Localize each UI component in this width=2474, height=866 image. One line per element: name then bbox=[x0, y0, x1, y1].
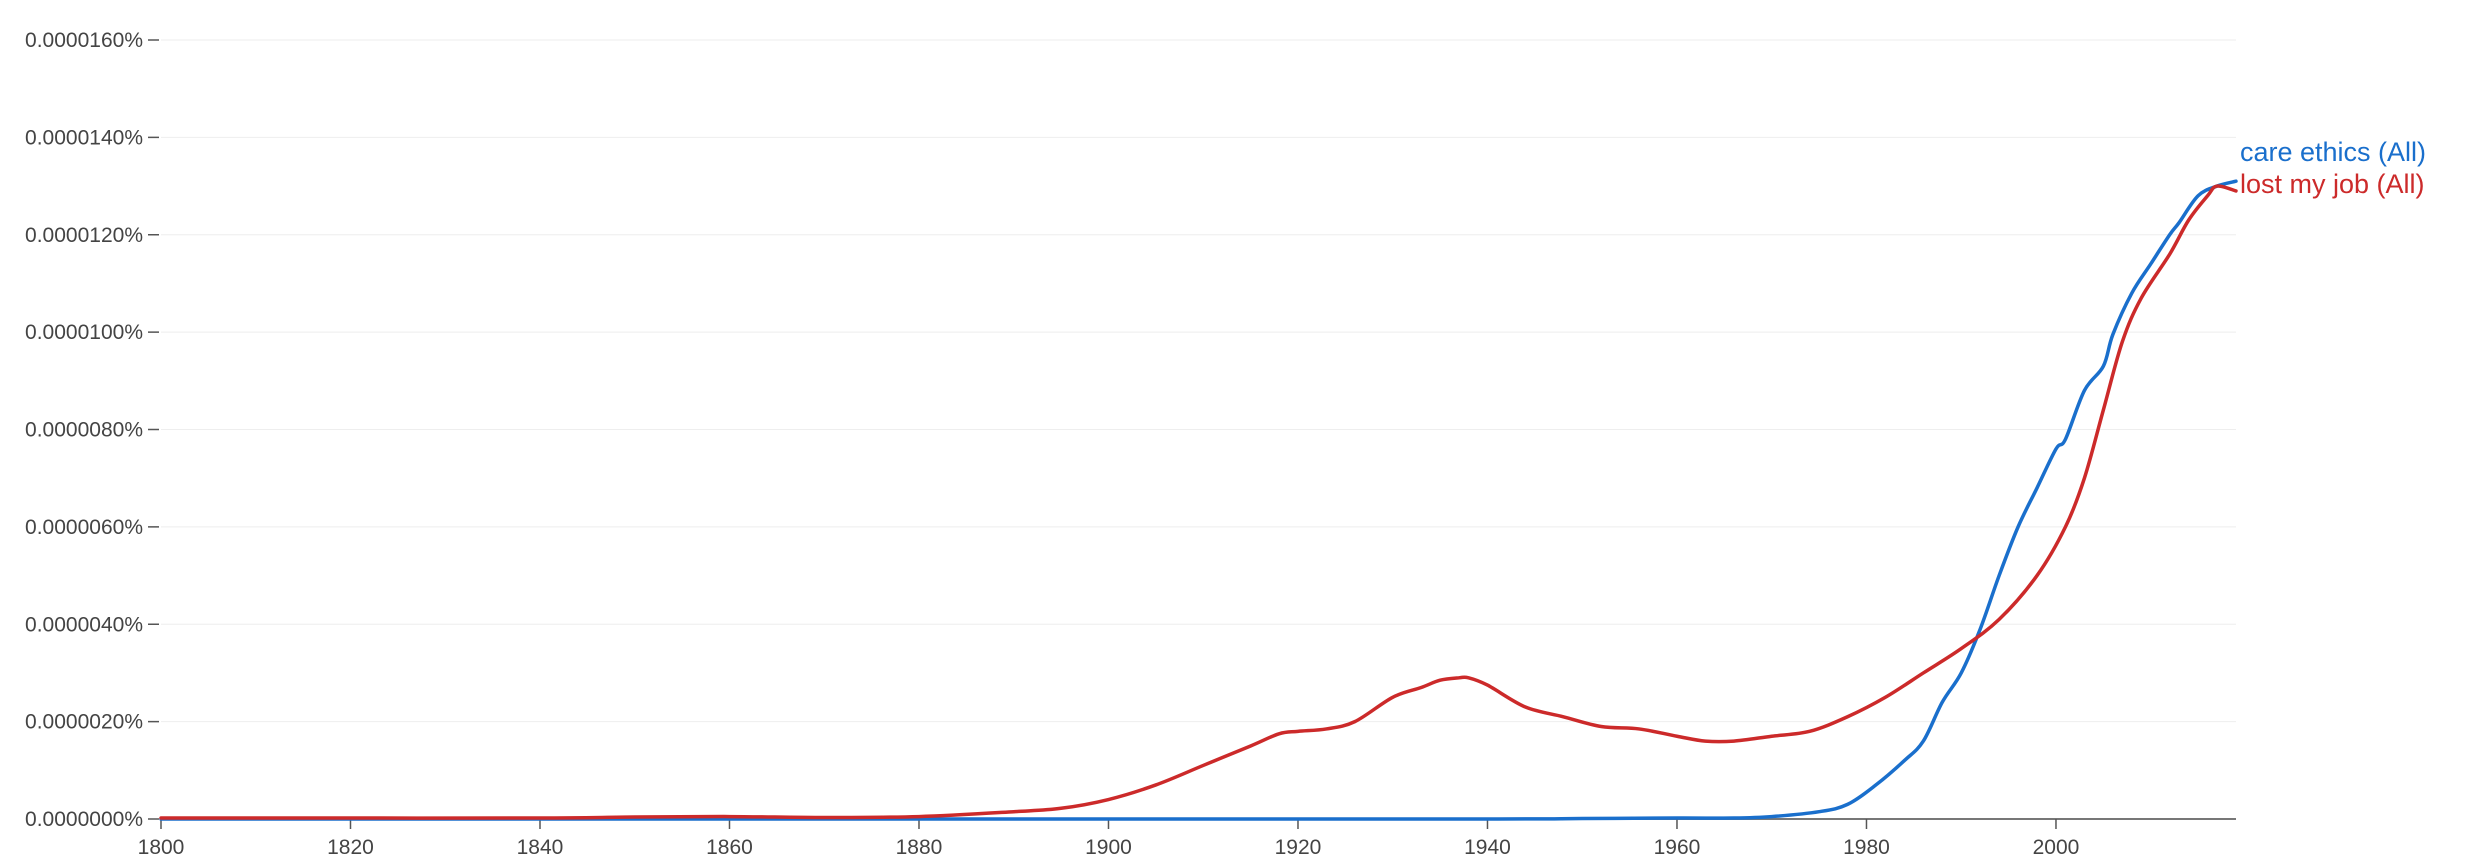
y-tick-label: 0.0000000% bbox=[25, 808, 143, 831]
axes: 0.0000000% 0.0000020% 0.0000040% 0.0000060%… bbox=[25, 29, 2236, 859]
y-tick-label: 0.0000140% bbox=[25, 126, 143, 149]
x-tick-label: 1800 bbox=[138, 836, 185, 859]
series-lines bbox=[159, 179, 2238, 821]
y-tick-label: 0.0000160% bbox=[25, 29, 143, 52]
x-tick-label: 1980 bbox=[1843, 836, 1890, 859]
x-tick-label: 1860 bbox=[706, 836, 753, 859]
x-tick-label: 1920 bbox=[1275, 836, 1322, 859]
y-tick-label: 0.0000080% bbox=[25, 419, 143, 442]
series-label-care-ethics[interactable]: care ethics (All) bbox=[2240, 137, 2426, 167]
x-tick-label: 1940 bbox=[1464, 836, 1511, 859]
series-label-lost-my-job[interactable]: lost my job (All) bbox=[2240, 169, 2425, 199]
x-tick-label: 1880 bbox=[896, 836, 943, 859]
x-tick-label: 1820 bbox=[327, 836, 374, 859]
y-tick-label: 0.0000120% bbox=[25, 224, 143, 247]
x-tick-label: 1900 bbox=[1085, 836, 1132, 859]
x-tick-label: 2000 bbox=[2033, 836, 2080, 859]
x-tick-label: 1960 bbox=[1654, 836, 1701, 859]
series-line-lost-my-job[interactable] bbox=[159, 184, 2238, 820]
grid-lines bbox=[161, 39, 2236, 723]
series-line-care-ethics[interactable] bbox=[159, 179, 2238, 821]
y-tick-label: 0.0000020% bbox=[25, 711, 143, 734]
y-tick-label: 0.0000100% bbox=[25, 321, 143, 344]
y-tick-label: 0.0000060% bbox=[25, 516, 143, 539]
y-tick-label: 0.0000040% bbox=[25, 613, 143, 636]
series-labels: care ethics (All)lost my job (All) bbox=[2240, 137, 2426, 199]
x-tick-label: 1840 bbox=[517, 836, 564, 859]
